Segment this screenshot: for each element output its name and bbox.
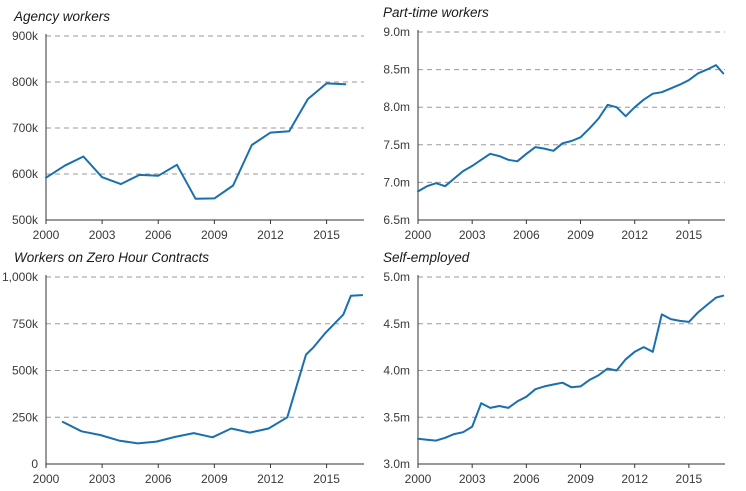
x-tick-label: 2009 xyxy=(567,228,594,242)
x-tick-label: 2000 xyxy=(33,228,60,242)
x-tick-label: 2000 xyxy=(405,472,432,486)
y-tick-label: 3.0m xyxy=(383,457,410,471)
x-tick-label: 2012 xyxy=(257,472,284,486)
x-tick-label: 2006 xyxy=(513,472,540,486)
x-tick-label: 2006 xyxy=(513,228,540,242)
y-tick-label: 3.5m xyxy=(383,410,410,424)
x-tick-label: 2015 xyxy=(313,472,340,486)
x-tick-label: 2003 xyxy=(89,472,116,486)
x-tick-label: 2000 xyxy=(33,472,60,486)
x-tick-label: 2006 xyxy=(145,228,172,242)
x-tick-label: 2009 xyxy=(567,472,594,486)
chart-title: Agency workers xyxy=(13,9,110,24)
y-tick-label: 500k xyxy=(12,213,39,227)
x-tick-label: 2006 xyxy=(145,472,172,486)
chart-title: Self-employed xyxy=(383,250,470,265)
chart-title: Part-time workers xyxy=(383,5,489,20)
x-tick-label: 2003 xyxy=(459,228,486,242)
x-tick-label: 2012 xyxy=(621,472,648,486)
y-tick-label: 7.0m xyxy=(383,175,410,189)
x-tick-label: 2003 xyxy=(89,228,116,242)
y-tick-label: 5.0m xyxy=(383,270,410,284)
series-line xyxy=(417,64,725,193)
y-tick-label: 500k xyxy=(12,364,39,378)
y-tick-label: 6.5m xyxy=(383,213,410,227)
x-tick-label: 2012 xyxy=(257,228,284,242)
y-tick-label: 8.5m xyxy=(383,63,410,77)
chart-title: Workers on Zero Hour Contracts xyxy=(14,250,209,265)
chart-panel-zero-hour-contracts: Workers on Zero Hour Contracts 0 250k 500k 7… xyxy=(2,250,364,486)
chart-panel-agency-workers: Agency workers 500k 600k 700k 800k 900k 2000 20… xyxy=(12,9,364,242)
x-tick-label: 2015 xyxy=(676,228,703,242)
y-tick-label: 1,000k xyxy=(2,270,39,284)
y-tick-label: 700k xyxy=(12,121,39,135)
y-tick-label: 4.5m xyxy=(383,317,410,331)
y-tick-label: 4.0m xyxy=(383,364,410,378)
series-line xyxy=(417,294,725,442)
y-tick-label: 9.0m xyxy=(383,25,410,39)
series-line xyxy=(45,82,347,200)
y-tick-label: 7.5m xyxy=(383,138,410,152)
y-tick-label: 750k xyxy=(12,317,39,331)
y-tick-label: 600k xyxy=(12,167,39,181)
y-tick-label: 800k xyxy=(12,75,39,89)
y-tick-label: 8.0m xyxy=(383,100,410,114)
y-tick-label: 0 xyxy=(31,457,38,471)
x-tick-label: 2009 xyxy=(201,228,228,242)
y-tick-label: 250k xyxy=(12,410,39,424)
x-tick-label: 2003 xyxy=(459,472,486,486)
x-tick-label: 2009 xyxy=(201,472,228,486)
y-tick-label: 900k xyxy=(12,29,39,43)
x-tick-label: 2012 xyxy=(621,228,648,242)
series-line xyxy=(61,294,364,445)
chart-panel-self-employed: Self-employed 3.0m 3.5m 4.0m 4.5m 5.0m 2000 200… xyxy=(383,250,725,486)
x-tick-label: 2015 xyxy=(676,472,703,486)
chart-panel-part-time-workers: Part-time workers 6.5m 7.0m 7.5m 8.0m 8.5m 9.0… xyxy=(383,5,725,242)
x-tick-label: 2000 xyxy=(405,228,432,242)
x-tick-label: 2015 xyxy=(313,228,340,242)
